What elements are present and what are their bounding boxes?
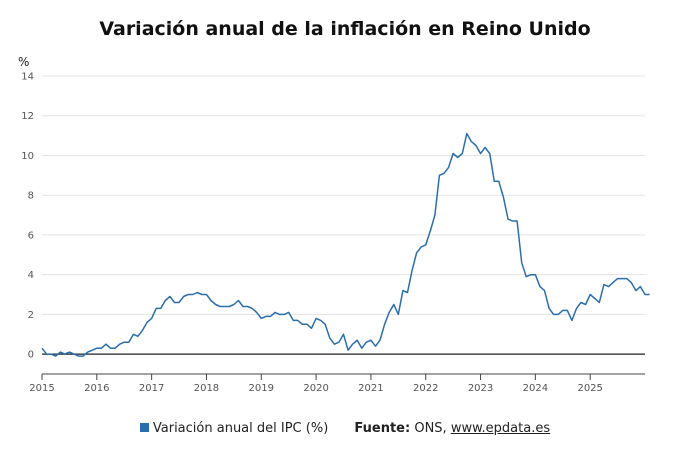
y-tick-label: 14 — [21, 72, 34, 83]
x-tick-label: 2020 — [303, 383, 328, 394]
x-tick-label: 2021 — [358, 383, 383, 394]
label-layer: 0 2 4 6 8 10 12 14 2015 2016 2017 2018 2019 2020 2021 2… — [18, 55, 603, 394]
source-label: Fuente: — [354, 421, 411, 436]
x-tick-label: 2018 — [194, 383, 219, 394]
y-tick-label: 8 — [28, 191, 34, 202]
legend-series-label: Variación anual del IPC (%) — [152, 421, 329, 436]
series-layer — [41, 132, 650, 357]
source-text: ONS, — [414, 421, 447, 436]
x-tick-label: 2019 — [249, 383, 274, 394]
chart-title: Variación anual de la inflación en Reino… — [99, 18, 591, 40]
x-tick-label: 2023 — [468, 383, 493, 394]
legend: Variación anual del IPC (%) Fuente: ONS,… — [0, 421, 690, 436]
y-tick-label: 4 — [28, 270, 34, 281]
x-tick-label: 2024 — [523, 383, 548, 394]
source-link[interactable]: www.epdata.es — [450, 421, 551, 436]
y-tick-label: 12 — [21, 111, 34, 122]
y-tick-label: 10 — [21, 151, 34, 162]
x-tick-label: 2022 — [413, 383, 438, 394]
x-tick-label: 2017 — [139, 383, 164, 394]
y-tick-label: 0 — [28, 350, 34, 361]
axis-layer — [41, 353, 645, 380]
y-tick-label: 6 — [28, 230, 34, 241]
x-tick-label: 2025 — [577, 383, 602, 394]
y-tick-label: 2 — [28, 310, 34, 321]
x-tick-label: 2015 — [29, 383, 54, 394]
y-axis-label: % — [18, 55, 29, 69]
legend-swatch — [139, 423, 149, 432]
x-tick-label: 2016 — [84, 383, 109, 394]
series-line — [41, 132, 650, 357]
grid-layer — [42, 75, 645, 355]
